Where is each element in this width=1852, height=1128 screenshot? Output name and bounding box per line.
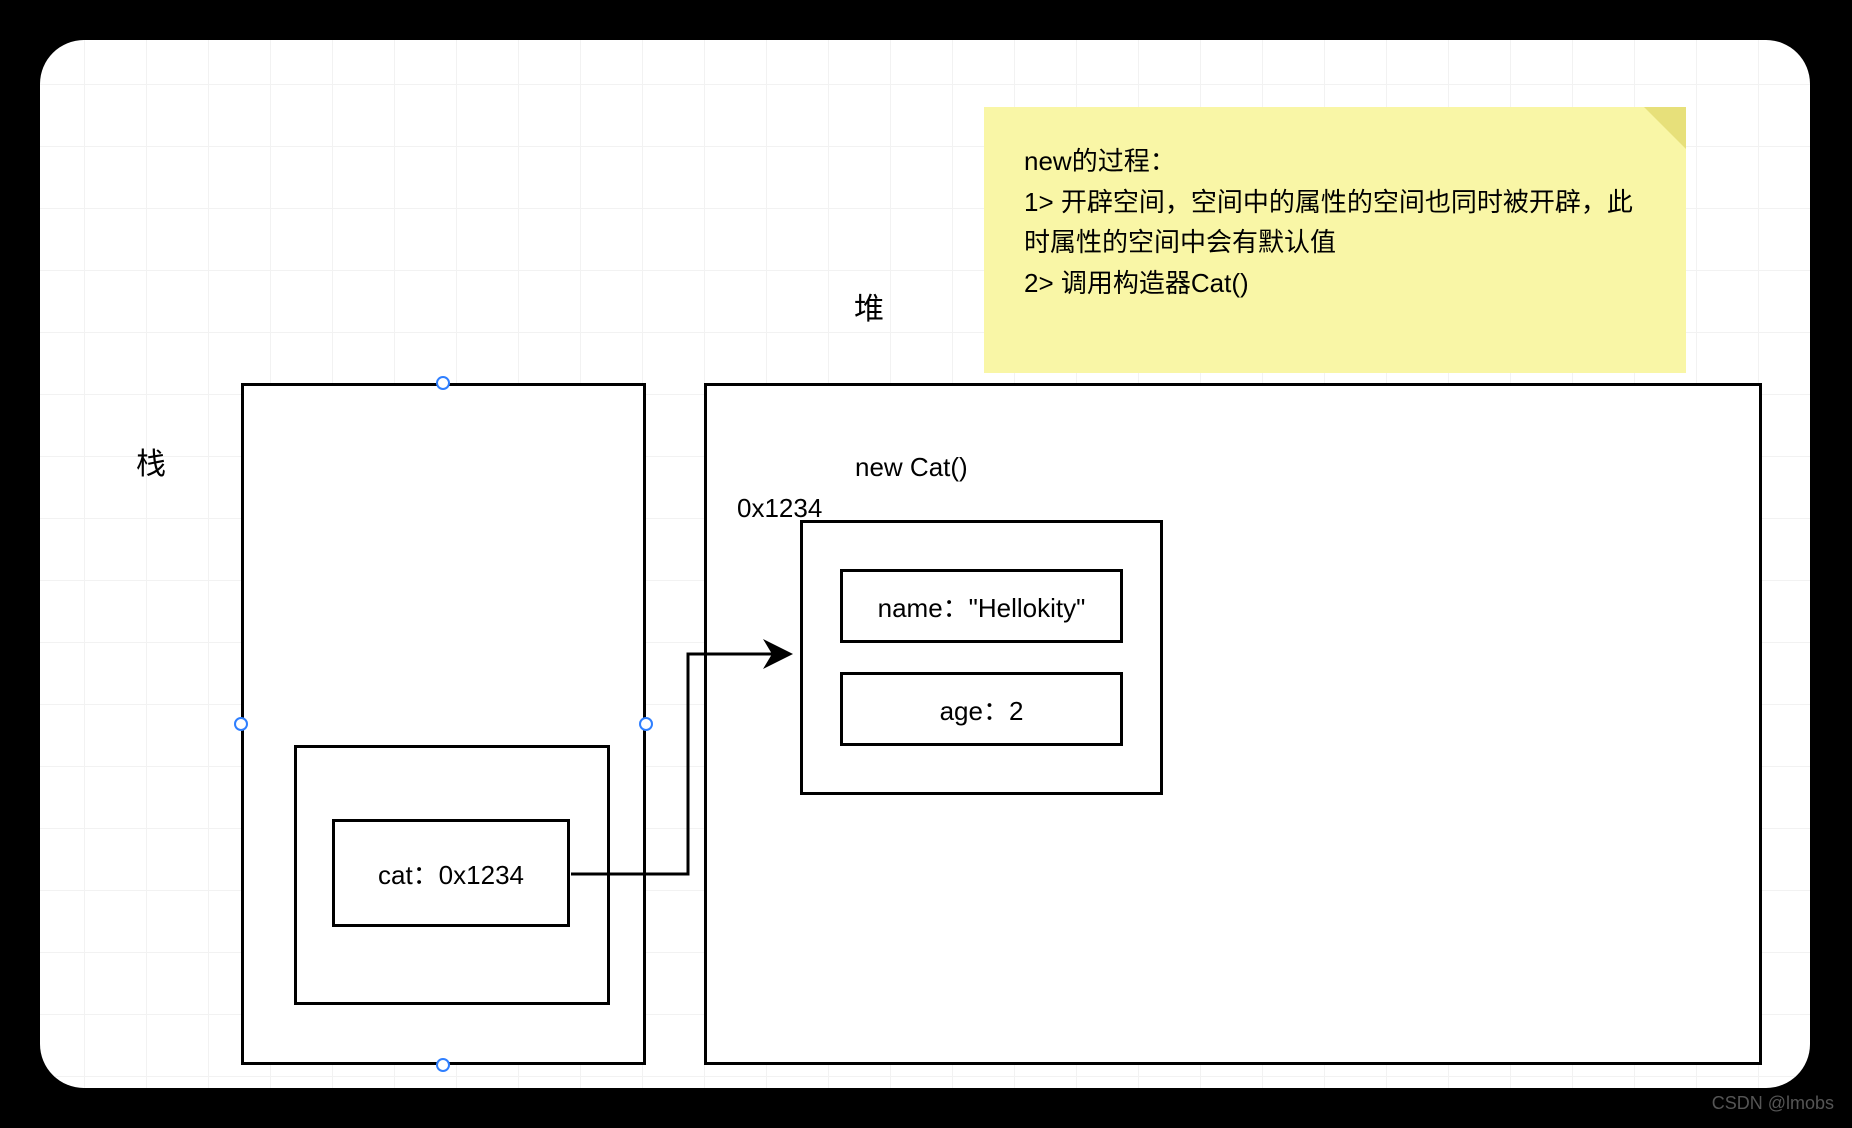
- sticky-note-line-1: 1> 开辟空间，空间中的属性的空间也同时被开辟，此时属性的空间中会有默认值: [1024, 182, 1646, 263]
- heap-column-label: 堆: [854, 284, 884, 328]
- watermark-text: CSDN @lmobs: [1712, 1093, 1834, 1114]
- selection-handle-right-icon[interactable]: [639, 717, 653, 731]
- diagram-canvas: 栈 堆 cat：0x1234 new Cat() 0x1234 name："He…: [40, 40, 1810, 1088]
- selection-handle-left-icon[interactable]: [234, 717, 248, 731]
- sticky-note-line-2: 2> 调用构造器Cat(): [1024, 263, 1646, 303]
- object-name-field: name："Hellokity": [840, 569, 1123, 643]
- object-age-text: age：2: [940, 691, 1024, 728]
- object-age-field: age：2: [840, 672, 1123, 746]
- sticky-note-title: new的过程：: [1024, 141, 1646, 178]
- sticky-note-corner-icon: [1644, 107, 1686, 149]
- selection-handle-bottom-icon[interactable]: [436, 1058, 450, 1072]
- new-cat-label: new Cat(): [855, 452, 968, 483]
- cat-reference-text: cat：0x1234: [378, 855, 524, 892]
- cat-reference-box: cat：0x1234: [332, 819, 570, 927]
- heap-object-box: [800, 520, 1163, 795]
- sticky-note[interactable]: new的过程： 1> 开辟空间，空间中的属性的空间也同时被开辟，此时属性的空间中…: [984, 107, 1686, 373]
- object-name-text: name："Hellokity": [878, 588, 1086, 625]
- selection-handle-top-icon[interactable]: [436, 376, 450, 390]
- stack-column-label: 栈: [136, 439, 166, 483]
